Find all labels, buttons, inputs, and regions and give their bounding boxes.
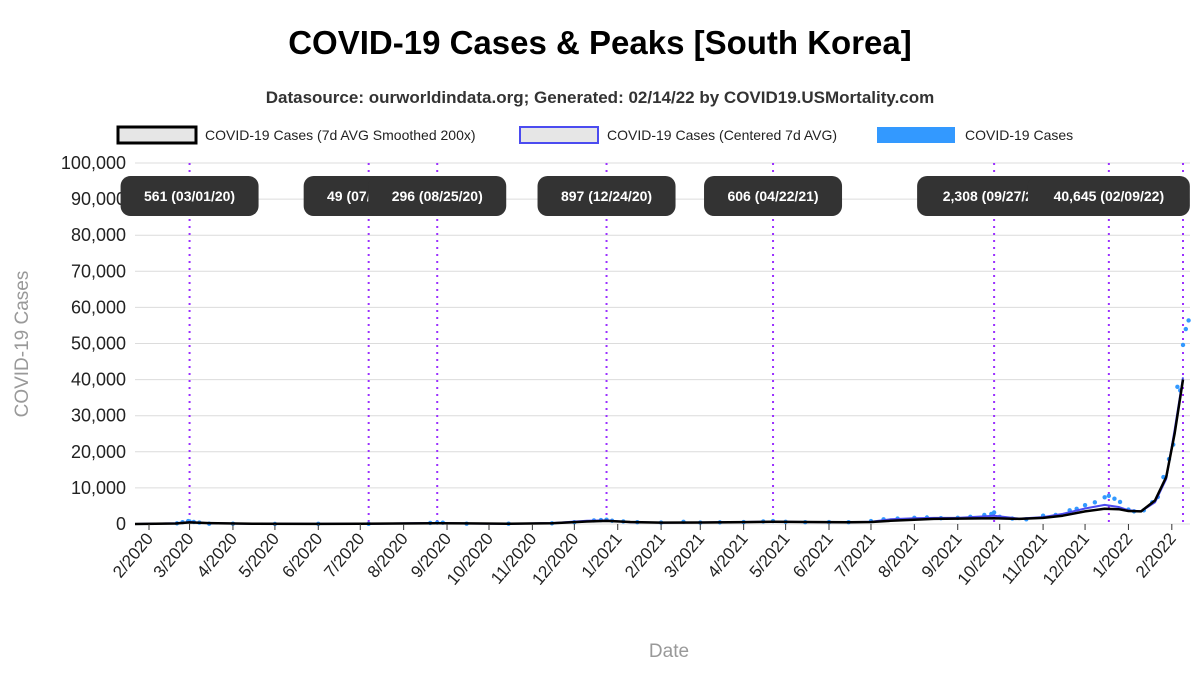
cases-dot [1180,342,1186,348]
legend-label-cases: COVID-19 Cases [965,127,1073,143]
cases-dot [1175,384,1180,390]
peak-label-text: 606 (04/22/21) [727,188,818,204]
x-tick-label: 8/2021 [874,529,922,581]
x-tick-label: 6/2020 [278,529,326,581]
legend-swatch-cases [877,127,955,143]
x-tick-label: 4/2020 [193,529,241,581]
y-tick-label: 50,000 [71,334,126,354]
peak-label: 296 (08/25/20) [368,176,507,216]
y-tick-label: 30,000 [71,406,126,426]
x-tick-label: 3/2021 [660,529,708,581]
cases-dot [1092,500,1098,505]
y-tick-label: 100,000 [61,153,126,173]
cases-dot [1183,326,1189,332]
peak-label-box [120,176,259,216]
legend-swatch-smoothed [116,125,198,145]
legend-swatch-centered [519,126,599,144]
x-tick-label: 8/2020 [364,529,412,581]
cases-dot [1112,496,1117,501]
x-tick-label: 1/2021 [578,529,626,581]
chart-title: COVID-19 Cases & Peaks [South Korea] [288,24,912,61]
legend-label-smoothed: COVID-19 Cases (7d AVG Smoothed 200x) [205,127,476,143]
y-axis-label: COVID-19 Cases [12,271,33,418]
peak-label: 561 (03/01/20) [120,176,259,216]
legend: COVID-19 Cases (7d AVG Smoothed 200x) CO… [116,125,1073,145]
x-tick-label: 2/2021 [621,529,669,581]
grid [135,162,1190,525]
peak-label-text: 296 (08/25/20) [392,188,483,204]
peak-label: 40,645 (02/09/22) [1027,176,1190,216]
x-tick-label: 5/2021 [746,529,794,581]
peak-label-box [1027,176,1190,216]
series-line-centered [134,377,1184,525]
y-tick-label: 70,000 [71,261,126,281]
cases-dot [1102,495,1107,500]
cases-dot [1106,493,1112,499]
x-tick-label: 4/2021 [704,529,752,581]
x-axis-label: Date [649,641,689,662]
peak-label-text: 40,645 (02/09/22) [1054,188,1165,204]
y-tick-label: 0 [116,514,126,534]
x-tick-label: 1/2022 [1089,529,1137,581]
peak-label-box [537,176,676,216]
x-tick-label: 2/2020 [109,529,157,581]
peak-label-text: 561 (03/01/20) [144,188,235,204]
cases-dot [1186,318,1191,323]
x-tick-label: 5/2020 [235,529,283,581]
x-tick-label: 7/2020 [320,529,368,581]
series-lines [134,377,1185,526]
cases-dot [1117,499,1123,505]
series-line-smoothed [134,379,1185,526]
x-tick-label: 2/2022 [1132,529,1180,581]
y-tick-label: 20,000 [71,442,126,462]
peak-labels: 561 (03/01/20)49 (07/07/20)296 (08/25/20… [120,176,1190,216]
peak-label-text: 897 (12/24/20) [561,188,652,204]
y-tick-label: 80,000 [71,225,126,245]
peak-label-box [368,176,507,216]
chart-subtitle: Datasource: ourworldindata.org; Generate… [266,88,935,107]
y-tick-label: 90,000 [71,189,126,209]
y-tick-label: 40,000 [71,370,126,390]
legend-label-centered: COVID-19 Cases (Centered 7d AVG) [607,127,837,143]
peak-label: 897 (12/24/20) [537,176,676,216]
cases-dot [991,510,997,515]
peak-label-box [704,176,843,216]
cases-dot [1082,503,1088,508]
x-tick-label: 7/2021 [831,529,879,581]
peak-label-text: 2,308 (09/27/21) [943,188,1046,204]
x-tick-label: 3/2020 [150,529,198,581]
x-tick-label: 6/2021 [789,529,837,581]
peak-label: 606 (04/22/21) [704,176,843,216]
y-tick-label: 60,000 [71,297,126,317]
cases-dots [174,318,1191,527]
y-tick-label: 10,000 [71,478,126,498]
